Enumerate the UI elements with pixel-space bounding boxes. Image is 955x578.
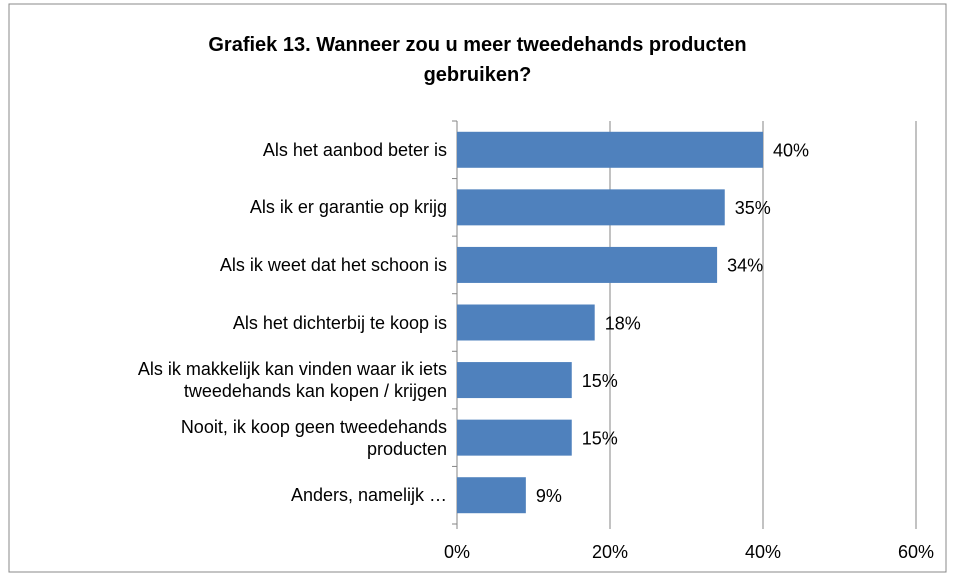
data-label: 40% [773,141,809,161]
y-tick-label: Als ik weet dat het schoon is [219,254,447,275]
bar [457,246,718,283]
data-label: 15% [582,428,618,448]
x-tick-label: 60% [898,542,934,562]
x-tick-label: 20% [592,542,628,562]
bar [457,477,526,514]
data-label: 34% [727,256,763,276]
y-tick-label: Als ik er garantie op krijg [249,197,447,218]
y-tick-label: Anders, namelijk … [290,485,447,506]
x-tick-label: 40% [745,542,781,562]
y-tick-label: Nooit, ik koop geen tweedehands producte… [180,416,447,459]
bar [457,304,595,341]
bar [457,131,763,168]
bar [457,362,572,399]
data-label: 35% [735,198,771,218]
y-tick-label: Als ik makkelijk kan vinden waar ik iets… [137,359,447,402]
data-label: 9% [536,486,562,506]
bar [457,189,725,226]
chart-title: Grafiek 13. Wanneer zou u meer tweedehan… [208,34,747,86]
y-tick-label: Als het aanbod beter is [262,139,447,160]
data-label: 15% [582,371,618,391]
y-tick-label: Als het dichterbij te koop is [232,312,447,333]
data-label: 18% [605,313,641,333]
x-tick-label: 0% [444,542,470,562]
bar [457,419,572,456]
